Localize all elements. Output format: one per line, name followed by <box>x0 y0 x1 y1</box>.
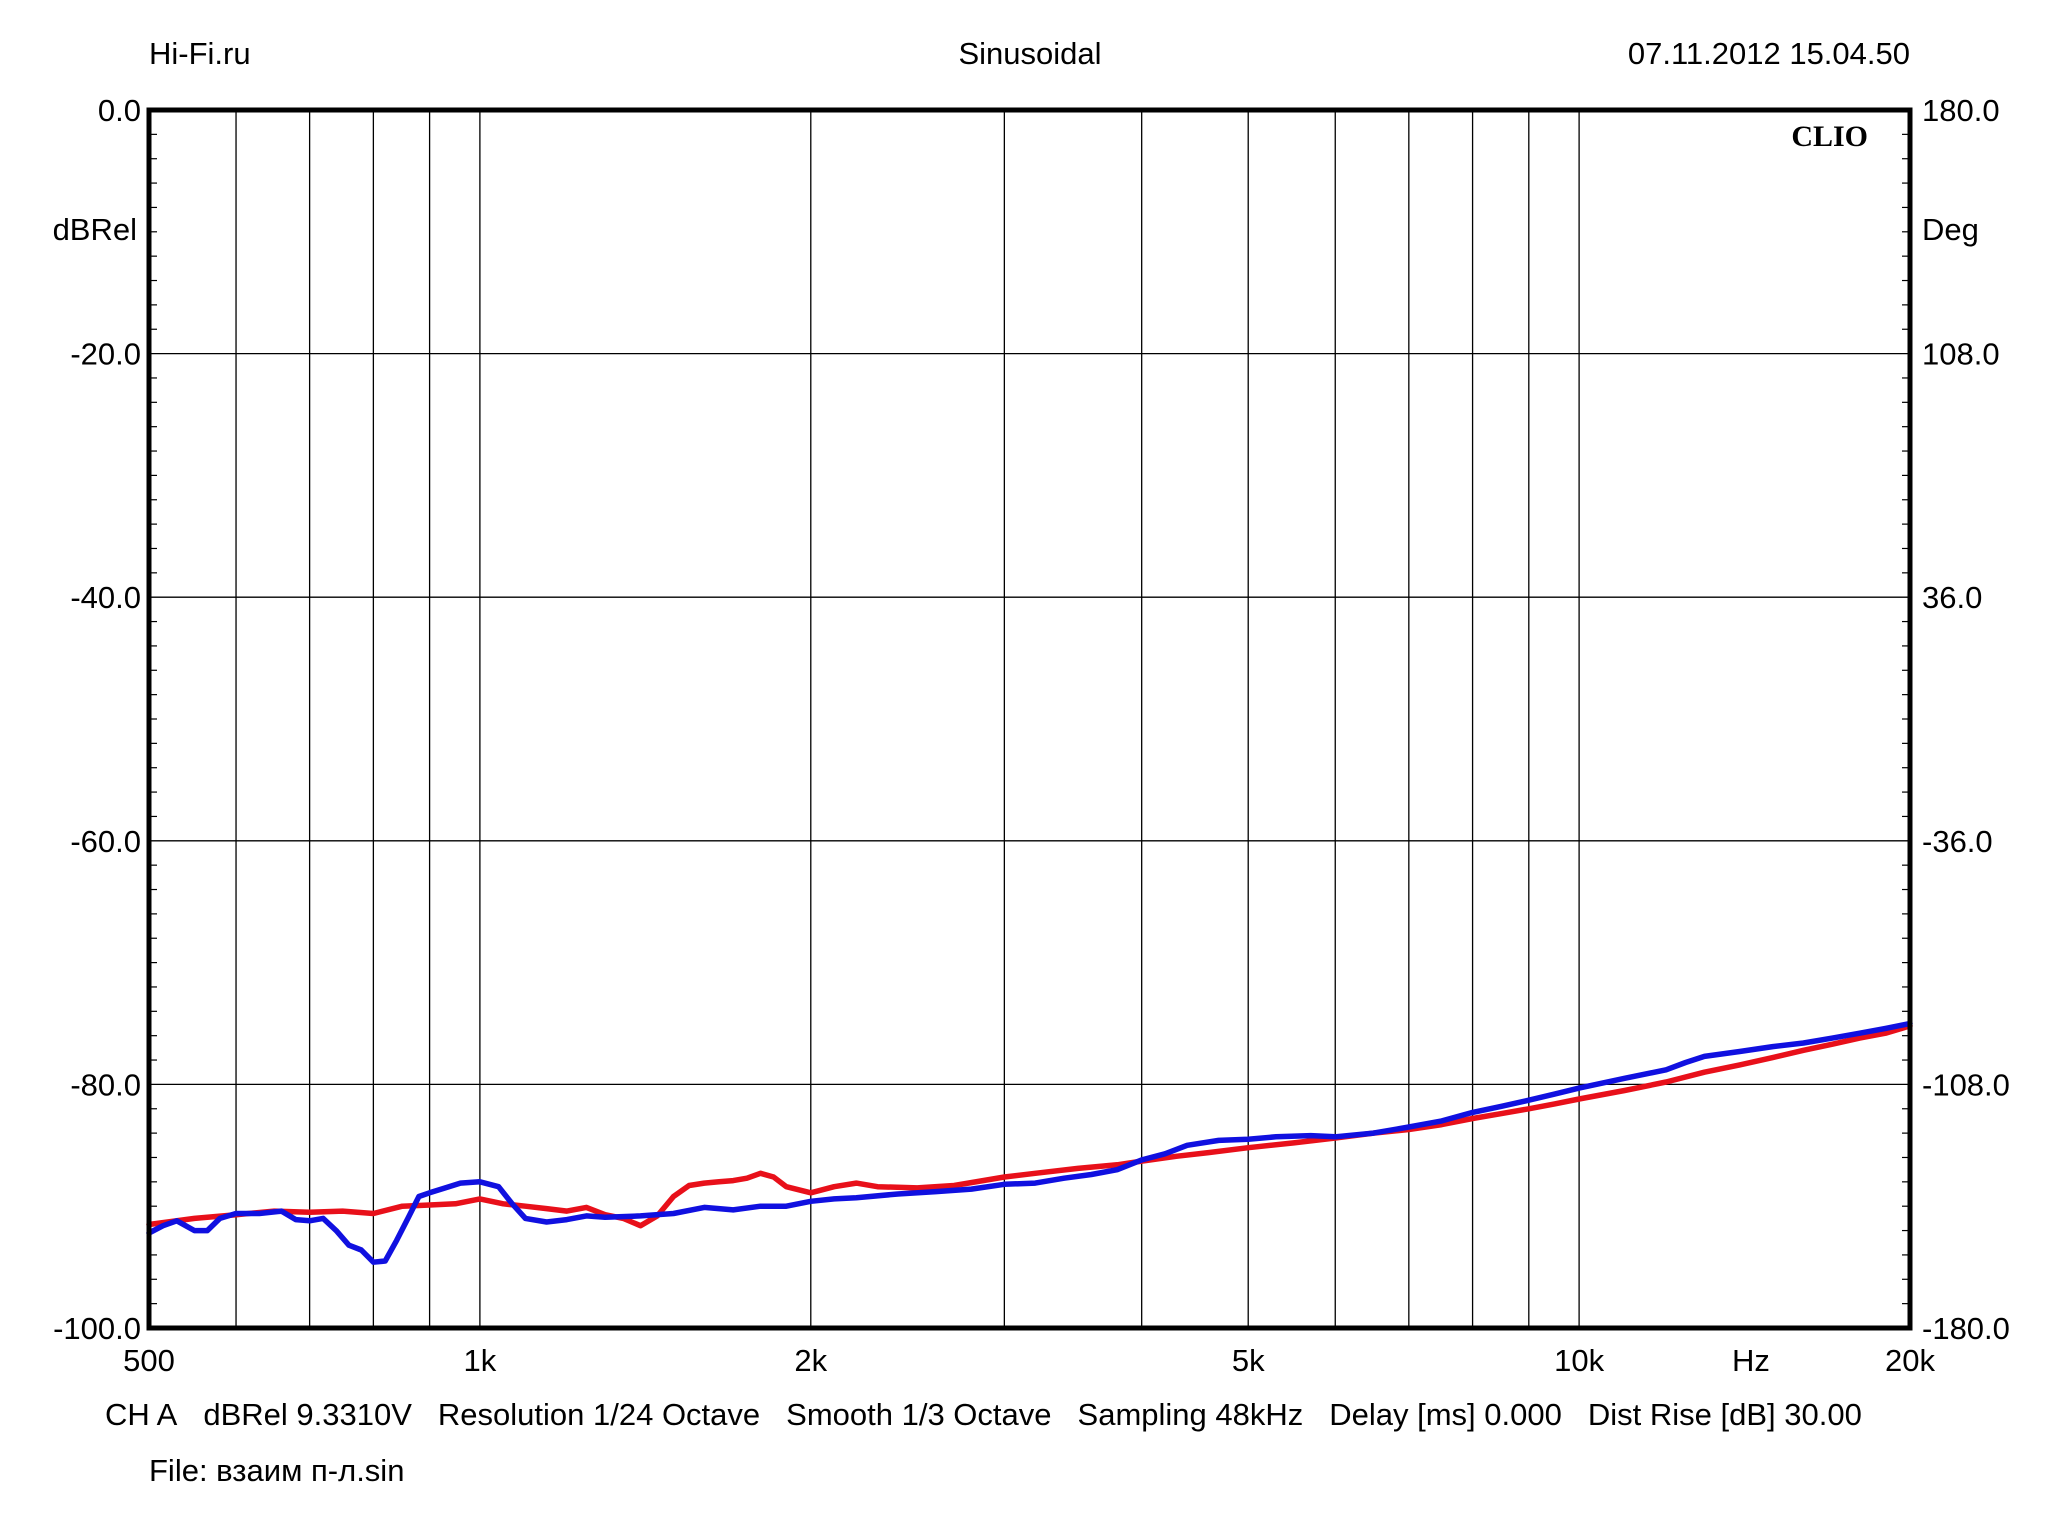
x-tick-label: 10k <box>1554 1343 1604 1378</box>
file-label: File: взаим п-л.sin <box>149 1453 405 1488</box>
clio-brand: CLIO <box>1791 120 1868 153</box>
dist-rise-label: Dist Rise [dB] 30.00 <box>1587 1397 1862 1432</box>
y-tick-labels: 0.0 -20.0 -40.0 -60.0 -80.0 -100.0 <box>53 93 141 1346</box>
header-left: Hi-Fi.ru <box>149 36 251 71</box>
y-axis-label: dBRel <box>53 212 137 247</box>
settings-line: CH A dBRel 9.3310V Resolution 1/24 Octave S… <box>105 1397 2005 1433</box>
x-tick-label: 500 <box>123 1343 175 1378</box>
y-tick-label: -100.0 <box>53 1311 141 1346</box>
delay-label: Delay [ms] 0.000 <box>1329 1397 1562 1432</box>
blue-response-line <box>146 1020 1913 1265</box>
x-tick-labels: 500 1k 2k 5k 10k 20k <box>123 1343 1935 1378</box>
series-layer <box>146 1020 1913 1265</box>
channel-label: CH A <box>105 1397 178 1432</box>
x-tick-label: 5k <box>1232 1343 1265 1378</box>
header-right: 07.11.2012 15.04.50 <box>1628 36 1910 71</box>
x-tick-label: 1k <box>464 1343 497 1378</box>
y-tick-label: -20.0 <box>70 337 141 372</box>
red-response-line <box>146 1023 1913 1229</box>
level-label: dBRel 9.3310V <box>203 1397 412 1432</box>
smooth-label: Smooth 1/3 Octave <box>786 1397 1052 1432</box>
y-tick-label: -80.0 <box>70 1067 141 1102</box>
y2-tick-labels: 180.0 108.0 36.0 -36.0 -108.0 -180.0 <box>1922 93 2010 1346</box>
minor-ticks <box>149 133 1910 1305</box>
y-tick-label: -60.0 <box>70 824 141 859</box>
y2-tick-label: 180.0 <box>1922 93 2000 128</box>
x-unit-label: Hz <box>1732 1343 1770 1378</box>
x-tick-label: 20k <box>1885 1343 1935 1378</box>
y2-tick-label: -108.0 <box>1922 1067 2010 1102</box>
resolution-label: Resolution 1/24 Octave <box>437 1397 761 1432</box>
grid <box>149 109 1910 1329</box>
sampling-label: Sampling 48kHz <box>1077 1397 1304 1432</box>
header-center: Sinusoidal <box>958 36 1101 71</box>
y2-axis-label: Deg <box>1922 212 1979 247</box>
y-tick-label: -40.0 <box>70 580 141 615</box>
y2-tick-label: -36.0 <box>1922 824 1993 859</box>
y2-tick-label: 36.0 <box>1922 580 1982 615</box>
x-tick-label: 2k <box>794 1343 827 1378</box>
y2-tick-label: 108.0 <box>1922 337 2000 372</box>
y-tick-label: 0.0 <box>98 93 141 128</box>
plot-frame <box>146 107 1913 1331</box>
y2-tick-label: -180.0 <box>1922 1311 2010 1346</box>
